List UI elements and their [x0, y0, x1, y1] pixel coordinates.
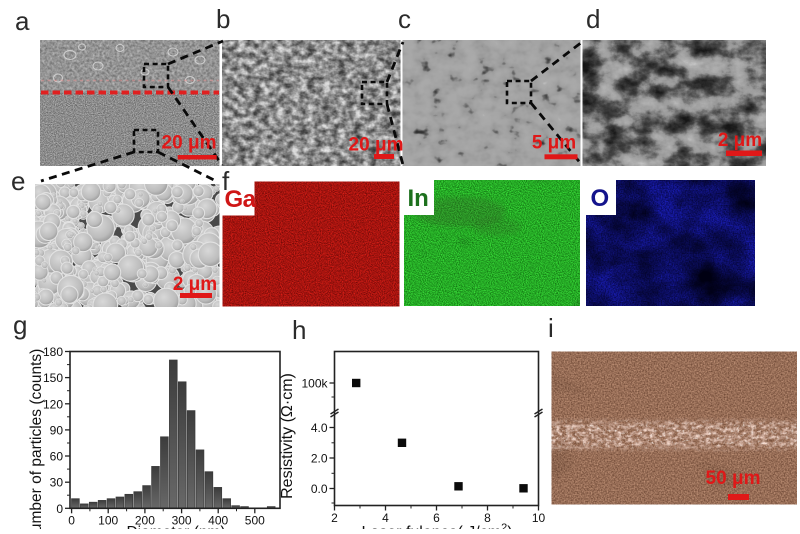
svg-text:0: 0	[56, 502, 63, 516]
svg-text:0: 0	[68, 514, 75, 528]
svg-text:400: 400	[208, 514, 228, 528]
svg-text:0.0: 0.0	[311, 482, 328, 496]
svg-text:Number of particles (counts): Number of particles (counts)	[28, 349, 45, 529]
svg-text:e: e	[11, 166, 25, 196]
svg-text:O: O	[591, 185, 610, 212]
svg-text:20 μm: 20 μm	[349, 135, 404, 156]
svg-text:2 μm: 2 μm	[173, 274, 217, 295]
svg-text:180: 180	[43, 345, 63, 359]
svg-text:h: h	[292, 315, 306, 345]
svg-text:120: 120	[43, 397, 63, 411]
svg-text:5 μm: 5 μm	[532, 133, 576, 154]
svg-text:50 μm: 50 μm	[706, 468, 761, 489]
svg-text:100: 100	[98, 514, 118, 528]
svg-text:2: 2	[331, 511, 338, 525]
svg-text:4: 4	[382, 511, 389, 525]
svg-text:8: 8	[484, 511, 491, 525]
svg-text:30: 30	[50, 476, 64, 490]
svg-text:d: d	[586, 4, 600, 34]
svg-text:f: f	[222, 166, 230, 196]
svg-text:10: 10	[532, 511, 546, 525]
svg-text:500: 500	[245, 514, 265, 528]
svg-text:In: In	[408, 185, 429, 212]
svg-text:2 μm: 2 μm	[718, 130, 762, 151]
svg-text:90: 90	[50, 423, 64, 437]
svg-text:4.0: 4.0	[311, 421, 328, 435]
svg-text:i: i	[548, 313, 554, 343]
svg-text:Diameter (nm): Diameter (nm)	[126, 524, 225, 529]
svg-text:6: 6	[433, 511, 440, 525]
svg-text:Ga: Ga	[225, 186, 257, 213]
svg-text:g: g	[13, 310, 27, 340]
svg-text:150: 150	[43, 371, 63, 385]
svg-text:20 μm: 20 μm	[162, 133, 217, 154]
svg-text:300: 300	[172, 514, 192, 528]
svg-text:60: 60	[50, 450, 64, 464]
svg-text:b: b	[216, 4, 230, 34]
svg-text:c: c	[398, 4, 411, 34]
svg-text:Resistivity (Ω·cm): Resistivity (Ω·cm)	[279, 373, 296, 499]
svg-text:2.0: 2.0	[311, 452, 328, 466]
svg-text:Laser fulence( J/cm2): Laser fulence( J/cm2)	[361, 522, 512, 529]
svg-text:a: a	[15, 6, 30, 36]
svg-text:100k: 100k	[301, 377, 328, 391]
svg-text:200: 200	[135, 514, 155, 528]
